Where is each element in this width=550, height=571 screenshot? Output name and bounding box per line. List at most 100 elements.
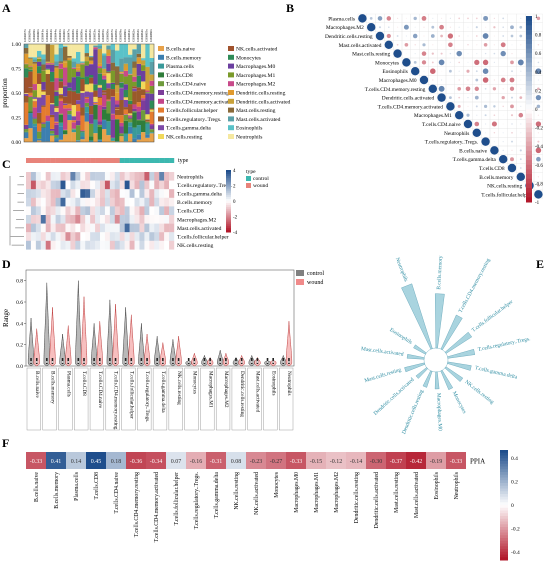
stack-segment: [149, 100, 155, 109]
heat-cell: [100, 232, 106, 241]
stack-segment: [119, 133, 124, 136]
ppia-cell: [26, 452, 46, 469]
heat-cell: [50, 197, 56, 207]
stack-segment: [132, 76, 137, 82]
legend-label: T.cells.CD4.naive: [166, 82, 207, 88]
panel-label-e: E: [536, 257, 544, 271]
corr-dot: [463, 119, 473, 129]
stack-segment: [128, 54, 133, 58]
violin-shape: [106, 299, 114, 367]
legend-swatch: [228, 81, 234, 87]
heat-cell: [40, 215, 46, 224]
sample-label: GSM50x: [80, 29, 84, 42]
violin-shape: [59, 333, 66, 367]
stack-segment: [67, 110, 72, 115]
heat-cell: [60, 189, 66, 198]
legend-label: T.cells.gamma.delta: [166, 126, 211, 132]
stack-segment: [128, 74, 133, 101]
stack-segment: [93, 119, 98, 134]
stack-segment: [119, 71, 124, 72]
corr-dot: [520, 79, 522, 81]
corr-dot: [535, 121, 542, 127]
row-label: T.cells.follicular.helper: [177, 234, 229, 241]
stack-segment: [119, 126, 124, 134]
heat-cell: [50, 189, 56, 198]
colorbar-step: [500, 463, 508, 467]
stack-segment: [41, 54, 46, 60]
stack-segment: [145, 119, 150, 122]
x-label-box: [105, 367, 120, 431]
stack-segment: [71, 91, 77, 106]
violin-median: [161, 361, 164, 363]
heat-cell: [154, 223, 160, 233]
heat-cell: [149, 172, 155, 181]
corr-dot: [493, 17, 496, 20]
heat-cell: [95, 232, 101, 241]
violin-median: [45, 361, 48, 363]
colorbar-step: [526, 43, 532, 50]
violin-box: [140, 358, 143, 364]
stack-segment: [41, 81, 46, 90]
corr-dot: [534, 190, 543, 199]
colorbar-step: [500, 472, 508, 476]
x-tick-label: T.cells.CD4.memory.activated: [154, 472, 160, 542]
legend-swatch: [158, 116, 164, 122]
corr-dot: [456, 50, 462, 57]
heat-cell: [144, 232, 150, 241]
stack-segment: [115, 65, 120, 67]
corr-dot: [467, 44, 469, 46]
stack-segment: [71, 58, 77, 62]
stack-segment: [54, 90, 59, 92]
stack-segment: [97, 68, 103, 74]
corr-dot: [502, 61, 504, 64]
colorbar-tick: 0.4: [535, 71, 542, 76]
sample-label: GSM58x: [114, 29, 118, 42]
stack-segment: [149, 108, 155, 110]
x-label-box: [58, 367, 73, 431]
colorbar-step: [226, 221, 231, 225]
stack-segment: [54, 139, 59, 142]
x-tick-label: B.cells.memory: [50, 371, 56, 404]
corr-dot: [428, 84, 438, 94]
stack-segment: [102, 109, 107, 120]
stack-segment: [141, 110, 146, 121]
heat-cell: [75, 180, 81, 190]
x-tick-label: Neutrophils: [454, 471, 460, 499]
x-tick-label: Mast.cells.activated: [255, 371, 261, 413]
stack-segment: [110, 114, 116, 120]
colorbar-tick: 0: [535, 108, 538, 113]
ppia-value: 0.41: [51, 459, 62, 465]
stack-segment: [32, 98, 38, 101]
stack-segment: [37, 58, 42, 62]
stack-segment: [97, 139, 103, 141]
legend-label: Mast.cells.activated: [236, 117, 281, 123]
heat-cell: [139, 232, 145, 241]
corr-dot: [458, 61, 461, 64]
stack-segment: [123, 120, 129, 134]
stack-segment: [71, 67, 77, 69]
colorbar-step: [500, 557, 508, 561]
stack-segment: [63, 134, 68, 142]
heat-cell: [149, 189, 155, 198]
heat-cell: [26, 215, 32, 224]
stack-segment: [145, 44, 150, 67]
corr-dot: [449, 52, 452, 55]
x-tick-label: Plasma.cells: [65, 371, 71, 397]
stack-segment: [110, 44, 116, 50]
legend-swatch: [158, 63, 164, 69]
y-axis-label: proportion: [1, 78, 9, 108]
violin-median: [266, 361, 269, 363]
violin-median: [146, 361, 148, 363]
heat-cell: [104, 232, 111, 241]
colorbar-step: [500, 494, 508, 498]
legend-swatch: [246, 176, 251, 181]
heat-cell: [70, 232, 76, 241]
stack-segment: [37, 66, 42, 74]
stack-segment: [132, 49, 137, 50]
heat-cell: [159, 240, 165, 250]
stack-segment: [97, 66, 103, 69]
stack-segment: [93, 45, 98, 48]
violin-median: [272, 361, 275, 363]
corr-dot: [474, 59, 480, 66]
stack-segment: [110, 138, 116, 141]
